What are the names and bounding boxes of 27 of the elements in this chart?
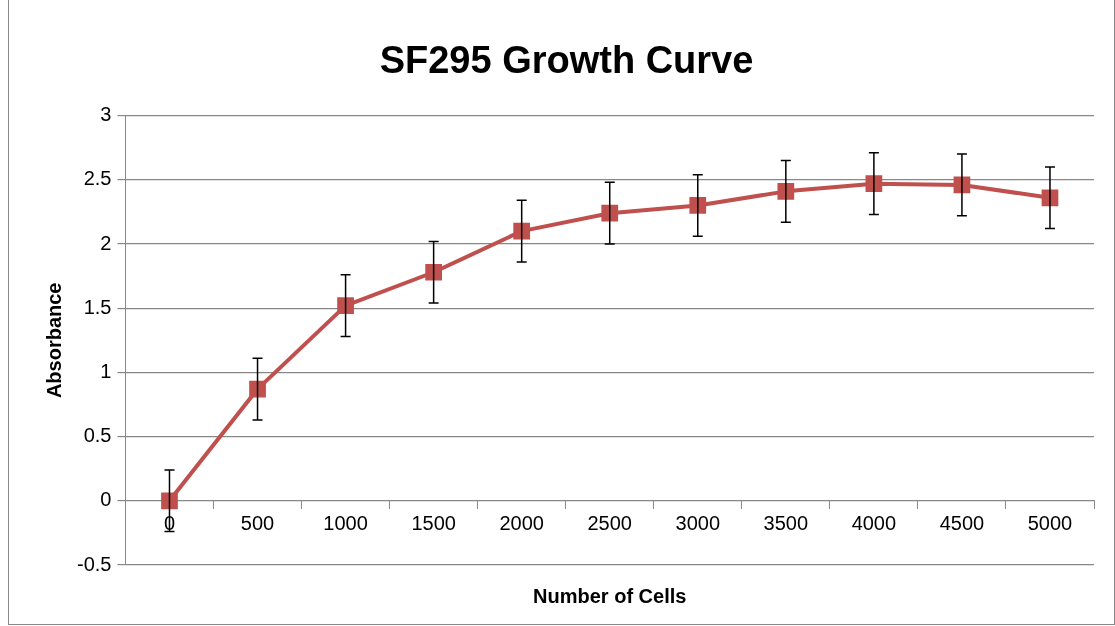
point	[337, 297, 354, 314]
x-tick-label: 500	[240, 512, 275, 535]
x-tick-label: 1000	[323, 512, 368, 535]
point	[425, 263, 442, 281]
point	[513, 222, 531, 240]
x-tick-label: 2500	[587, 512, 632, 535]
y-tick-label: 2.5	[83, 167, 112, 190]
x-tick-label: 5000	[1027, 512, 1073, 535]
y-tick-label: -0.5	[76, 552, 112, 575]
y-tick-label: 1.5	[83, 295, 112, 318]
x-tick-label: 4000	[851, 512, 897, 535]
x-tick-label: 2000	[499, 512, 544, 535]
y-tick-label: 3	[100, 103, 112, 126]
point	[161, 492, 178, 510]
x-tick-label: 3000	[675, 512, 721, 535]
x-tick-label: 3500	[763, 512, 809, 535]
point	[249, 380, 266, 398]
y-tick-label: 1	[100, 359, 112, 382]
x-tick-label: 4500	[939, 512, 985, 535]
point	[601, 204, 619, 222]
y-tick-label: 0	[100, 488, 112, 511]
x-tick-label: 1500	[411, 512, 456, 535]
y-tick-label: 2	[100, 231, 112, 254]
x-axis-title: Number of Cells	[533, 584, 687, 607]
chart-title: SF295 Growth Curve	[379, 39, 754, 82]
y-tick-label: 0.5	[83, 424, 112, 447]
y-axis-title: Absorbance	[42, 282, 65, 399]
